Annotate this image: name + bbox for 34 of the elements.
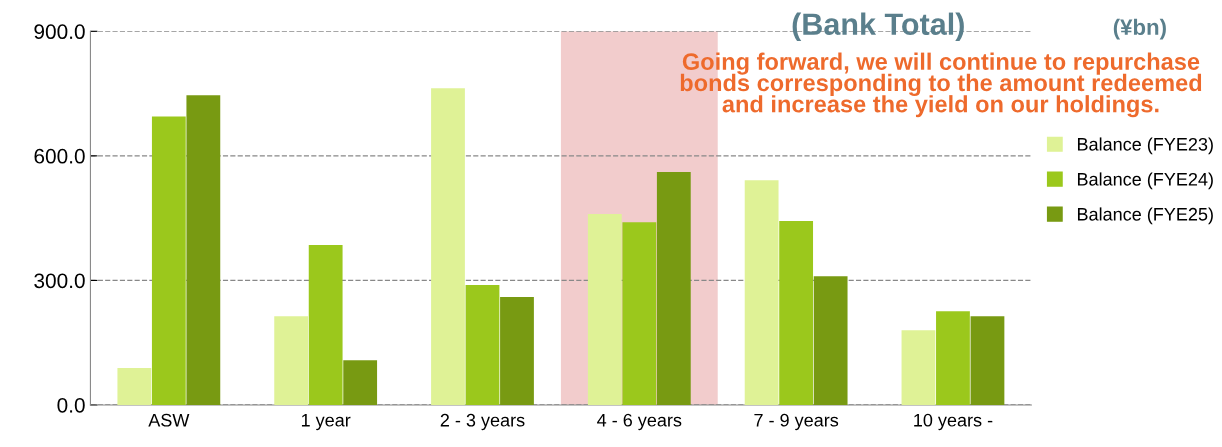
bar <box>779 221 814 405</box>
legend-label: Balance (FYE24) <box>1077 172 1213 190</box>
annotation: Going forward, we will continue to repurchase bonds corresponding to the amount redeemed and increase the yield on our holdings. <box>680 52 1202 118</box>
bar <box>308 245 343 405</box>
bar <box>744 180 779 405</box>
y-tick-label: 300.0 <box>34 273 85 289</box>
bar <box>186 95 221 405</box>
legend-label: Balance (FYE25) <box>1077 207 1213 225</box>
text: (¥bn) <box>1113 18 1166 40</box>
bar <box>587 213 622 405</box>
legend-label: Balance (FYE23) <box>1077 137 1213 155</box>
bar <box>465 284 500 405</box>
bar <box>970 316 1005 405</box>
bar <box>117 368 152 405</box>
bar <box>656 172 691 405</box>
bar <box>901 330 936 405</box>
x-tick-label: ASW <box>148 413 190 427</box>
x-tick-label: 10 years - <box>914 413 993 431</box>
y-tick-label: 600.0 <box>34 148 85 164</box>
x-tick-label: 4 - 6 years <box>597 413 682 431</box>
bar <box>431 88 465 405</box>
x-tick-label: 1 year <box>301 413 351 431</box>
bar <box>813 276 848 405</box>
bar <box>343 360 378 405</box>
y-tick-label: 900.0 <box>34 24 85 40</box>
bar <box>936 311 970 405</box>
x-tick-label: 7 - 9 years <box>754 413 839 431</box>
chart-title: (Bank Total) <box>792 12 964 42</box>
bar <box>274 316 309 405</box>
bar <box>622 222 657 405</box>
y-tick-label: 0.0 <box>57 397 85 413</box>
bar <box>500 297 534 405</box>
x-tick-label: 2 - 3 years <box>440 413 525 431</box>
bar <box>151 116 186 405</box>
